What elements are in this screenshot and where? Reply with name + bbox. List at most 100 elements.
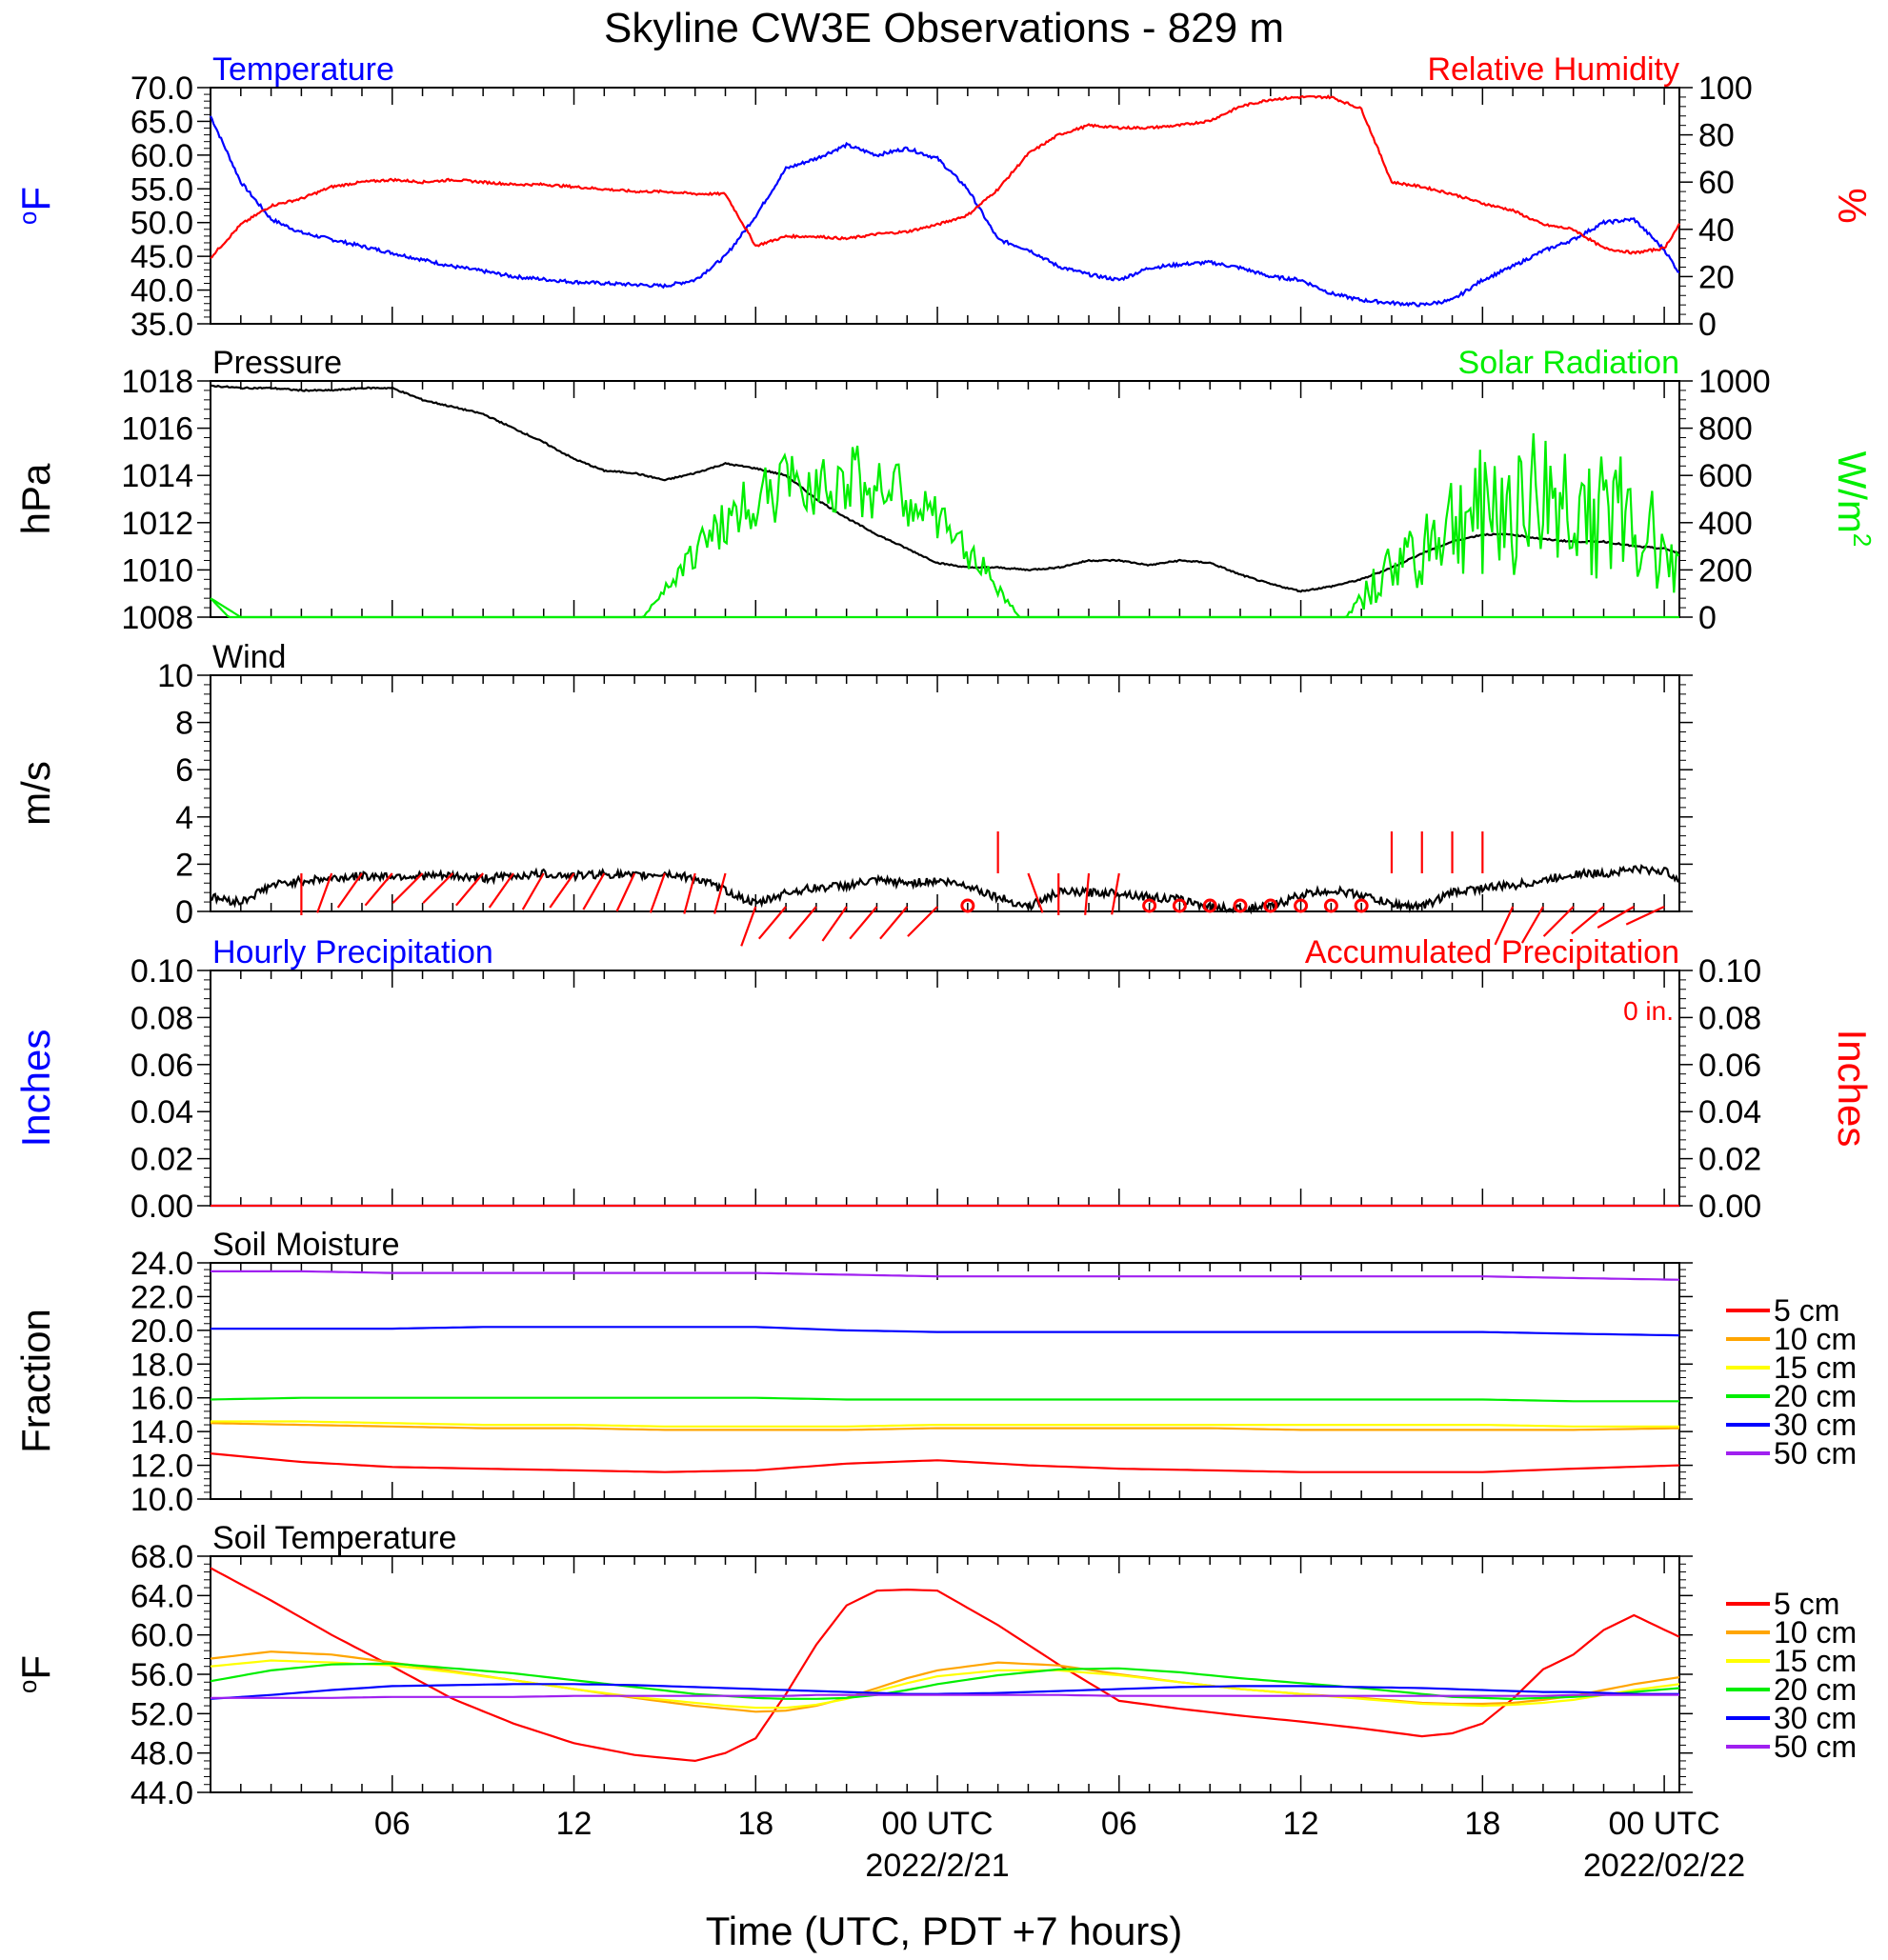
panel-frame (210, 1555, 1680, 1793)
panel-title-left: Temperature (212, 51, 394, 88)
wind-barb (1494, 906, 1515, 946)
y-axis-label-right: Inches (1830, 1030, 1875, 1148)
series-line (210, 1567, 1680, 1763)
y-tick-label-left: 52.0 (131, 1696, 193, 1732)
panel-frame (210, 970, 1680, 1207)
y-tick-label-left: 0.00 (131, 1189, 193, 1225)
wind-barb (316, 872, 333, 913)
series-line (210, 1650, 1680, 1713)
y-tick-label-left: 0.04 (131, 1094, 193, 1130)
y-tick-label-left: 4 (175, 800, 193, 836)
series-line (210, 1422, 1680, 1431)
wind-barb (821, 906, 848, 942)
wind-barb (849, 906, 878, 940)
panel-title-right: Solar Radiation (1458, 345, 1679, 381)
panel-title-left: Hourly Precipitation (212, 934, 493, 970)
wind-barb (1542, 906, 1575, 937)
wind-barb (1027, 872, 1044, 913)
x-tick-label: 12 (1283, 1806, 1319, 1842)
y-tick-label-left: 35.0 (131, 307, 193, 343)
y-tick-label-left: 22.0 (131, 1279, 193, 1315)
y-axis-label-left: m/s (13, 761, 58, 826)
y-tick-label-left: 0.06 (131, 1048, 193, 1084)
wind-barb (713, 872, 727, 914)
legend-label: 5 cm (1774, 1587, 1839, 1621)
calm-wind-marker (1294, 898, 1309, 913)
y-axis-label-left: Fraction (13, 1309, 58, 1453)
panel-frame (210, 674, 1680, 912)
x-tick-label: 12 (556, 1806, 593, 1842)
y-tick-label-left: 10 (157, 658, 193, 694)
y-tick-label-left: 16.0 (131, 1381, 193, 1417)
wind-barb (392, 872, 424, 904)
wind-barb (1571, 906, 1605, 935)
legend-label: 50 cm (1774, 1730, 1857, 1764)
y-tick-label-left: 64.0 (131, 1578, 193, 1614)
y-axis-label-left: hPa (13, 463, 58, 534)
y-tick-label-left: 20.0 (131, 1313, 193, 1350)
y-tick-label-left: 48.0 (131, 1736, 193, 1772)
y-tick-label-left: 12.0 (131, 1449, 193, 1485)
legend-label: 30 cm (1774, 1701, 1857, 1735)
y-tick-label-right: 40 (1698, 212, 1735, 249)
wind-barb (488, 872, 514, 909)
y-tick-label-left: 55.0 (131, 171, 193, 208)
calm-wind-marker (1142, 898, 1157, 913)
series-line (210, 597, 1679, 619)
series-line (211, 1326, 1680, 1337)
y-axis-label-left: Inches (13, 1030, 58, 1148)
series-line (210, 1452, 1680, 1473)
wind-barb (740, 906, 757, 947)
y-tick-label-left: 18.0 (131, 1347, 193, 1383)
y-tick-label-right: 200 (1698, 552, 1753, 589)
series-line (210, 1659, 1680, 1710)
precip-total-label: 0 in. (1623, 996, 1674, 1026)
y-tick-label-right: 600 (1698, 458, 1753, 494)
calm-wind-marker (1233, 898, 1248, 913)
x-axis-label: Time (UTC, PDT +7 hours) (706, 1909, 1183, 1953)
y-tick-label-left: 1018 (121, 364, 193, 400)
panel-title-left: Soil Temperature (212, 1520, 456, 1556)
wind-barb (615, 872, 636, 912)
wind-barb (1597, 906, 1635, 929)
y-tick-label-right: 0 (1698, 600, 1717, 636)
wind-barb (1520, 906, 1544, 944)
wind-barb (879, 906, 909, 940)
y-tick-label-left: 40.0 (131, 273, 193, 310)
calm-wind-marker (960, 898, 975, 913)
y-tick-label-right: 0 (1698, 307, 1717, 343)
calm-wind-marker (1202, 898, 1217, 913)
x-date-label: 2022/02/22 (1583, 1848, 1745, 1884)
y-tick-label-left: 0 (175, 894, 193, 930)
wind-barb (683, 872, 696, 914)
y-tick-label-left: 0.08 (131, 1000, 193, 1036)
y-tick-label-left: 1010 (121, 552, 193, 589)
y-axis-label-left: oF (13, 187, 58, 225)
y-tick-label-right: 0.10 (1698, 953, 1761, 990)
legend-label: 30 cm (1774, 1408, 1857, 1442)
x-tick-label: 00 UTC (1609, 1806, 1720, 1842)
series-line (211, 1693, 1679, 1699)
legend-label: 15 cm (1774, 1644, 1857, 1678)
wind-barb (582, 872, 606, 910)
legend-label: 20 cm (1774, 1672, 1857, 1707)
legend-label: 50 cm (1774, 1436, 1857, 1470)
x-tick-label: 18 (1464, 1806, 1500, 1842)
series-line (210, 384, 1680, 593)
wind-barb (455, 872, 484, 907)
y-tick-label-left: 1014 (121, 458, 193, 494)
wind-barb (1625, 906, 1665, 926)
y-axis-label-left: oF (13, 1655, 58, 1693)
solar-radiation-line (210, 433, 1680, 619)
x-tick-label: 06 (1101, 1806, 1137, 1842)
wind-barb (1084, 872, 1091, 915)
series-line (211, 1270, 1680, 1281)
y-tick-label-left: 70.0 (131, 70, 193, 107)
x-date-label: 2022/2/21 (865, 1848, 1009, 1884)
y-tick-label-right: 800 (1698, 411, 1753, 448)
series-line (210, 94, 1680, 260)
legend-label: 20 cm (1774, 1379, 1857, 1413)
wind-barb (788, 906, 817, 940)
y-tick-label-right: 100 (1698, 70, 1753, 107)
legend-label: 10 cm (1774, 1322, 1857, 1356)
